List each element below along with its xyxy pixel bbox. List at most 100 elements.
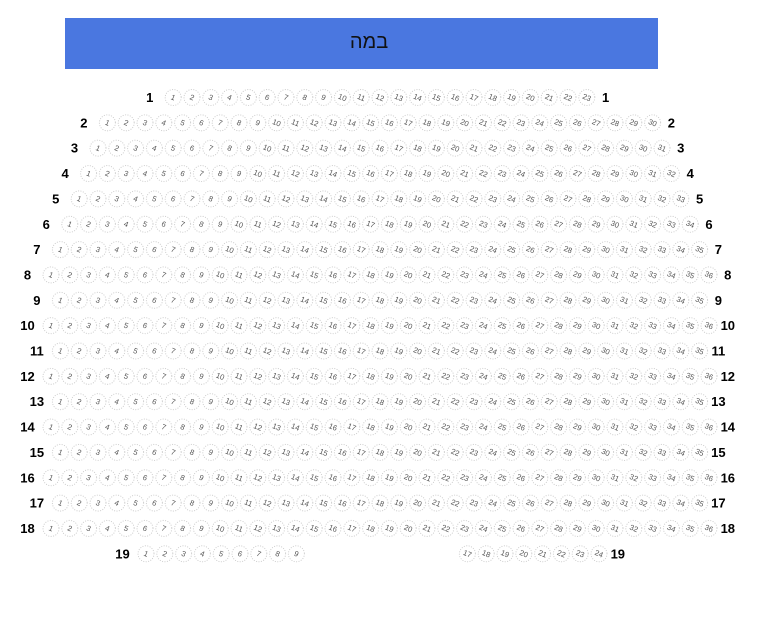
svg-text:11: 11 [234, 269, 245, 280]
svg-text:5: 5 [132, 397, 139, 407]
svg-text:4: 4 [104, 371, 111, 381]
svg-text:12: 12 [252, 371, 263, 383]
svg-text:12: 12 [262, 497, 273, 509]
svg-text:11: 11 [281, 143, 292, 154]
svg-text:11: 11 [234, 421, 245, 432]
svg-text:7: 7 [160, 321, 167, 331]
svg-text:13: 13 [280, 396, 291, 408]
svg-text:17: 17 [403, 117, 414, 129]
svg-text:15: 15 [309, 421, 320, 433]
svg-text:18: 18 [481, 548, 492, 560]
svg-text:13: 13 [271, 523, 282, 535]
svg-text:3: 3 [85, 473, 92, 483]
svg-text:9: 9 [235, 169, 242, 179]
svg-text:26: 26 [525, 396, 536, 408]
svg-text:12: 12 [252, 269, 263, 281]
svg-text:31: 31 [609, 320, 620, 332]
svg-text:13: 13 [271, 421, 282, 433]
svg-text:36: 36 [703, 371, 714, 383]
svg-text:14: 14 [721, 420, 736, 435]
svg-text:28: 28 [591, 168, 602, 180]
svg-text:6: 6 [160, 219, 167, 229]
svg-text:30: 30 [600, 396, 611, 408]
svg-text:4: 4 [113, 498, 120, 508]
svg-text:23: 23 [575, 548, 586, 560]
svg-text:29: 29 [628, 117, 639, 129]
svg-text:23: 23 [459, 421, 470, 433]
svg-text:15: 15 [309, 371, 320, 383]
svg-text:23: 23 [506, 142, 517, 154]
svg-text:12: 12 [262, 244, 273, 256]
svg-text:4: 4 [687, 166, 695, 181]
svg-text:24: 24 [478, 472, 489, 484]
svg-text:15: 15 [318, 345, 329, 357]
svg-text:4: 4 [141, 169, 148, 179]
svg-text:9: 9 [198, 371, 205, 381]
svg-text:5: 5 [132, 447, 139, 457]
svg-text:7: 7 [160, 422, 167, 432]
svg-text:24: 24 [593, 548, 604, 560]
svg-text:33: 33 [647, 472, 658, 484]
svg-text:12: 12 [252, 421, 263, 433]
svg-text:25: 25 [544, 142, 555, 154]
svg-text:16: 16 [337, 295, 348, 307]
svg-text:20: 20 [518, 548, 529, 560]
svg-text:7: 7 [255, 549, 262, 559]
svg-text:33: 33 [656, 345, 667, 357]
svg-text:13: 13 [299, 193, 310, 205]
svg-text:32: 32 [628, 472, 639, 484]
svg-text:19: 19 [393, 244, 404, 256]
svg-text:33: 33 [647, 523, 658, 535]
svg-text:4: 4 [113, 295, 120, 305]
svg-text:2: 2 [668, 115, 675, 130]
svg-text:9: 9 [198, 321, 205, 331]
svg-text:9: 9 [293, 549, 300, 559]
svg-text:34: 34 [675, 244, 686, 256]
svg-text:5: 5 [132, 498, 139, 508]
svg-text:35: 35 [694, 295, 705, 307]
svg-text:5: 5 [696, 191, 703, 206]
svg-text:8: 8 [207, 194, 214, 204]
svg-text:5: 5 [141, 219, 148, 229]
svg-text:29: 29 [572, 523, 583, 535]
svg-text:22: 22 [440, 320, 451, 332]
svg-text:3: 3 [113, 194, 120, 204]
svg-text:13: 13 [327, 117, 338, 129]
svg-text:19: 19 [384, 269, 395, 281]
svg-text:7: 7 [188, 194, 195, 204]
svg-text:31: 31 [619, 396, 630, 408]
svg-text:19: 19 [403, 218, 414, 230]
svg-text:5: 5 [123, 270, 130, 280]
svg-text:25: 25 [497, 472, 508, 484]
svg-text:6: 6 [264, 93, 271, 103]
svg-text:26: 26 [562, 142, 573, 154]
svg-text:3: 3 [123, 169, 130, 179]
svg-text:21: 21 [431, 447, 442, 459]
svg-text:30: 30 [591, 523, 602, 535]
svg-text:32: 32 [638, 345, 649, 357]
svg-text:14: 14 [337, 142, 348, 154]
svg-text:8: 8 [179, 321, 186, 331]
svg-text:1: 1 [47, 321, 54, 331]
svg-text:21: 21 [421, 523, 432, 535]
svg-text:2: 2 [66, 473, 73, 483]
svg-text:35: 35 [685, 472, 696, 484]
svg-text:3: 3 [94, 498, 101, 508]
svg-text:16: 16 [356, 193, 367, 205]
svg-text:14: 14 [20, 420, 35, 435]
svg-text:15: 15 [309, 320, 320, 332]
svg-text:36: 36 [703, 320, 714, 332]
svg-text:17: 17 [356, 396, 367, 408]
svg-text:23: 23 [459, 472, 470, 484]
svg-text:21: 21 [431, 244, 442, 256]
svg-text:5: 5 [179, 118, 186, 128]
svg-text:3: 3 [94, 447, 101, 457]
svg-text:7: 7 [282, 93, 289, 103]
svg-text:18: 18 [365, 472, 376, 484]
svg-text:17: 17 [356, 447, 367, 459]
svg-text:2: 2 [123, 118, 130, 128]
svg-text:11: 11 [243, 244, 254, 255]
svg-text:31: 31 [628, 218, 639, 230]
svg-text:16: 16 [327, 269, 338, 281]
svg-text:35: 35 [685, 523, 696, 535]
